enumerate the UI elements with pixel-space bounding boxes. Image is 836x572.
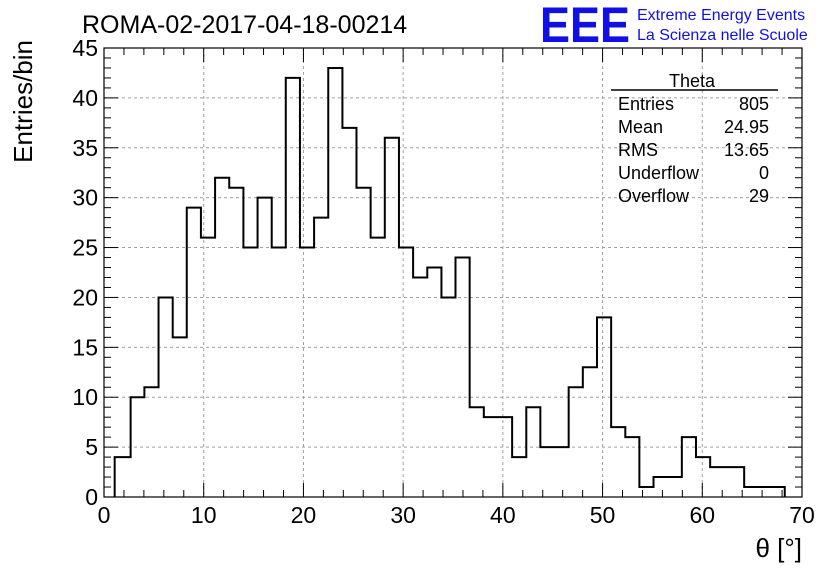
y-axis-label: Entries/bin [8,40,38,163]
y-tick-label: 35 [72,135,98,161]
y-tick-label: 20 [72,284,98,310]
y-tick-label: 30 [72,185,98,211]
x-tick-label: 40 [490,502,516,528]
stats-rows: Entries 805 Mean 24.95 RMS 13.65 Underflow 0 Ove… [618,94,769,206]
stats-box: Theta Entries 805 Mean 24.95 RMS 13.65 Underfl… [611,71,778,206]
y-tick-label: 40 [72,85,98,111]
x-tick-label: 50 [590,502,616,528]
stats-value: 29 [749,186,769,206]
x-axis-label: θ [°] [755,533,802,563]
x-tick-label: 60 [689,502,715,528]
y-tick-label: 45 [72,35,98,61]
stats-label: Overflow [618,186,690,206]
x-tick-label: 10 [191,502,217,528]
y-tick-label: 10 [72,384,98,410]
x-tick-label: 0 [98,502,111,528]
plot-frame [103,47,803,498]
x-tick-label: 30 [390,502,416,528]
stats-value: 24.95 [724,117,769,137]
x-tick-label: 20 [291,502,317,528]
stats-box-title: Theta [669,71,716,91]
stats-label: Mean [618,117,663,137]
axis-ticks: 0 10 20 30 40 50 60 70 0 5 10 15 20 25 30 35 40 45 [72,35,814,528]
y-tick-label: 0 [85,484,98,510]
chart-title: ROMA-02-2017-04-18-00214 [82,11,407,39]
histogram-step-line [113,66,786,497]
stats-value: 13.65 [724,140,769,160]
stats-label: RMS [618,140,658,160]
stats-label: Underflow [618,163,700,183]
eee-logo-line1: Extreme Energy Events [637,7,805,24]
eee-logo-line2: La Scienza nelle Scuole [637,27,808,44]
stats-label: Entries [618,94,674,114]
y-tick-label: 5 [85,434,98,460]
y-tick-label: 15 [72,334,98,360]
eee-logo-text: EEE [540,0,630,53]
y-tick-label: 25 [72,235,98,261]
stats-value: 0 [759,163,769,183]
stats-value: 805 [739,94,769,114]
x-tick-label: 70 [789,502,815,528]
eee-logo: EEE Extreme Energy Events La Scienza nel… [540,0,808,53]
grid-lines [104,48,802,497]
